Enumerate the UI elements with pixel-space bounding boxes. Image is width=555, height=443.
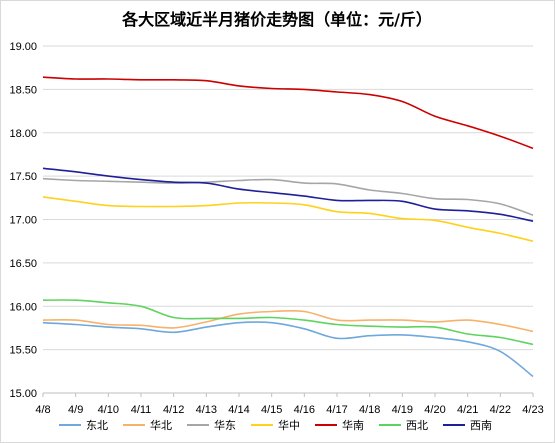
y-tick-label: 17.50 xyxy=(9,171,37,183)
series-line-3 xyxy=(42,196,534,242)
x-tick-label: 4/20 xyxy=(424,404,445,416)
series-line-0 xyxy=(42,321,534,378)
series-line-4 xyxy=(42,76,534,150)
x-tick-label: 4/15 xyxy=(261,404,282,416)
series-lines xyxy=(42,76,534,378)
x-tick-label: 4/10 xyxy=(98,404,119,416)
x-tick-label: 4/17 xyxy=(326,404,347,416)
series-line-1 xyxy=(42,309,534,333)
x-tick-label: 4/22 xyxy=(490,404,511,416)
y-tick-label: 15.00 xyxy=(9,388,37,400)
x-tick-label: 4/23 xyxy=(522,404,543,416)
y-tick-label: 18.00 xyxy=(9,128,37,140)
legend-label: 华南 xyxy=(342,418,364,432)
y-tick-label: 18.50 xyxy=(9,84,37,96)
x-tick-label: 4/14 xyxy=(228,404,249,416)
series-line-6 xyxy=(42,167,534,222)
y-tick-label: 16.00 xyxy=(9,301,37,313)
y-tick-label: 16.50 xyxy=(9,258,37,270)
legend-label: 华北 xyxy=(150,418,172,432)
x-tick-label: 4/8 xyxy=(35,404,50,416)
chart-title: 各大区域近半月猪价走势图（单位：元/斤） xyxy=(121,10,432,29)
legend-label: 东北 xyxy=(86,419,108,432)
series-line-5 xyxy=(42,299,534,346)
y-tick-label: 15.50 xyxy=(9,345,37,357)
legend-label: 西南 xyxy=(470,419,492,432)
axes: 19.00 18.50 18.00 17.50 17.00 16.50 16.00 15.50… xyxy=(9,41,543,416)
legend-label: 华中 xyxy=(278,418,300,432)
x-tick-label: 4/21 xyxy=(457,404,478,416)
y-tick-label: 19.00 xyxy=(9,41,37,53)
legend-label: 西北 xyxy=(406,419,428,432)
x-tick-label: 4/19 xyxy=(392,404,413,416)
y-tick-label: 17.00 xyxy=(9,215,37,227)
grid-lines xyxy=(43,45,533,351)
legend: 东北 华北 华东 华中 华南 西北 西南 xyxy=(59,418,492,432)
x-tick-label: 4/13 xyxy=(196,404,217,416)
x-tick-label: 4/18 xyxy=(359,404,380,416)
legend-label: 华东 xyxy=(214,418,236,432)
series-line-2 xyxy=(42,177,534,216)
x-tick-label: 4/16 xyxy=(294,404,315,416)
x-tick-label: 4/11 xyxy=(131,404,152,416)
x-tick-label: 4/9 xyxy=(68,404,83,416)
x-tick-label: 4/12 xyxy=(163,404,184,416)
